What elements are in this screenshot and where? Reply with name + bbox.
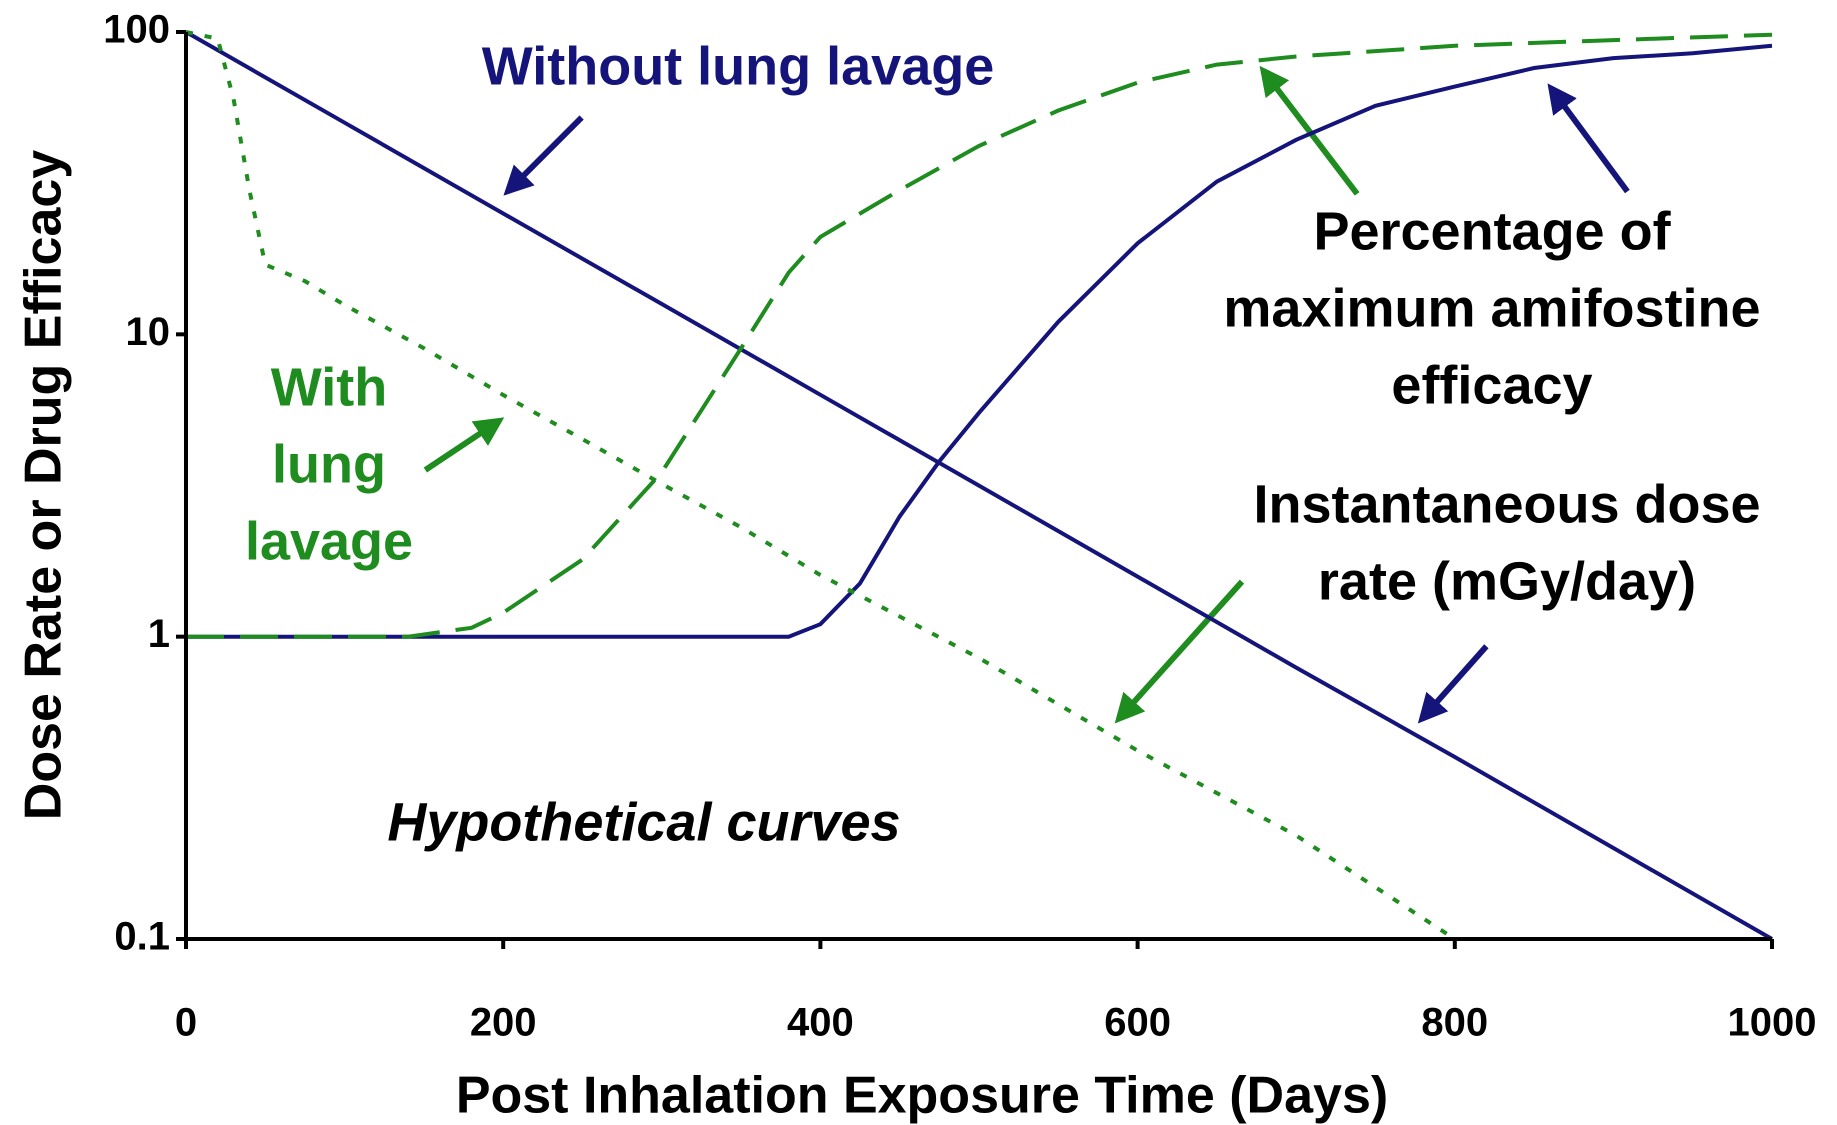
data-line: [186, 43, 1773, 639]
x-tick-label: 0: [175, 1001, 197, 1045]
y-tick-label: 10: [126, 310, 171, 354]
x-tick-label: 600: [1104, 1001, 1171, 1045]
arrow: [423, 417, 505, 473]
annotation: lung: [272, 434, 386, 494]
arrow: [503, 115, 584, 196]
annotation: Instantaneous dose: [1253, 474, 1760, 534]
y-tick-label: 1: [148, 612, 170, 656]
y-axis-label: Dose Rate or Drug Efficacy: [15, 150, 73, 820]
x-tick-label: 400: [787, 1001, 854, 1045]
x-tick-label: 1000: [1728, 1001, 1817, 1045]
data-line: [185, 30, 1456, 941]
x-tick-label: 800: [1421, 1001, 1488, 1045]
data-line: [185, 30, 1773, 941]
arrow: [1114, 579, 1245, 724]
data-line: [186, 32, 1773, 639]
annotation: Without lung lavage: [482, 36, 995, 96]
annotation: maximum amifostine: [1223, 278, 1760, 338]
arrow: [1417, 644, 1489, 724]
x-axis-label: Post Inhalation Exposure Time (Days): [456, 1067, 1388, 1125]
y-tick-label: 0.1: [114, 915, 170, 959]
y-tick-label: 100: [103, 8, 170, 52]
annotation: Percentage of: [1313, 201, 1671, 261]
x-tick-label: 200: [470, 1001, 537, 1045]
annotation: With: [271, 357, 387, 417]
annotation: efficacy: [1391, 355, 1592, 415]
annotation: rate (mGy/day): [1318, 551, 1696, 611]
annotation: Hypothetical curves: [387, 792, 900, 852]
annotation: lavage: [245, 511, 413, 571]
arrow: [1547, 83, 1630, 194]
